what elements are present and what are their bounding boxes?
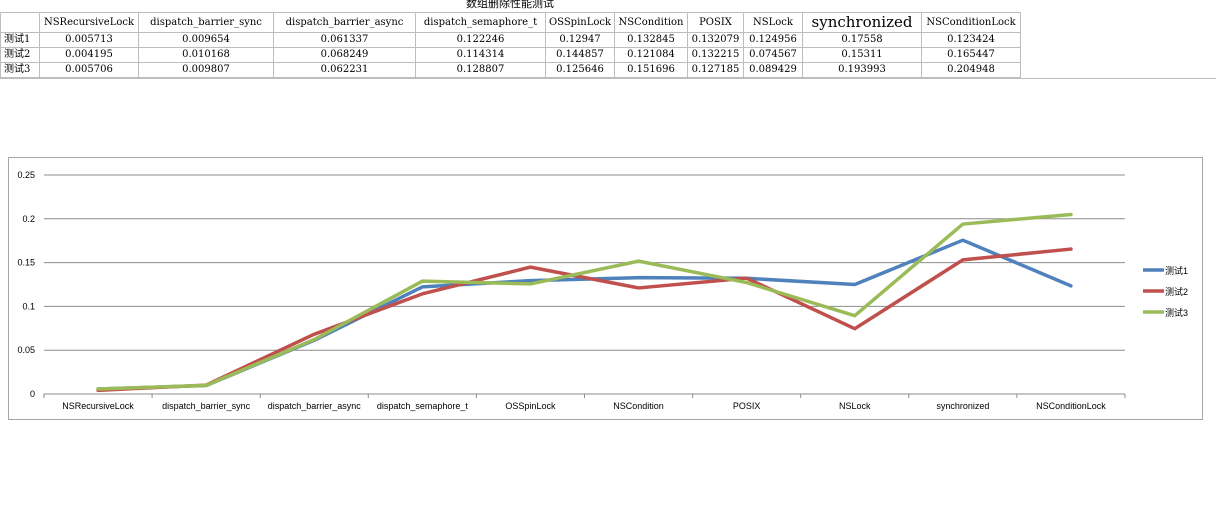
- y-tick-label: 0: [30, 389, 35, 399]
- y-tick-label: 0.05: [17, 345, 35, 355]
- table-cell[interactable]: 0.010168: [138, 47, 274, 63]
- table-cell[interactable]: 0.005706: [39, 62, 139, 78]
- table-cell[interactable]: 0.204948: [921, 62, 1021, 78]
- row-label[interactable]: 测试1: [0, 32, 40, 48]
- table-cell[interactable]: 0.005713: [39, 32, 139, 48]
- x-tick-label: OSSpinLock: [505, 401, 556, 411]
- legend-label: 测试2: [1165, 286, 1188, 297]
- table-cell[interactable]: 0.128807: [415, 62, 546, 78]
- table-cell[interactable]: 0.124956: [743, 32, 803, 48]
- table-row: 测试1 0.005713 0.009654 0.061337 0.122246 …: [0, 32, 1021, 48]
- row-label[interactable]: 测试3: [0, 62, 40, 78]
- legend-label: 测试1: [1165, 265, 1188, 276]
- table-cell[interactable]: 0.009654: [138, 32, 274, 48]
- data-table: NSRecursiveLock dispatch_barrier_sync di…: [0, 12, 1021, 78]
- table-cell[interactable]: 0.061337: [273, 32, 416, 48]
- x-tick-label: NSRecursiveLock: [62, 401, 134, 411]
- table-cell[interactable]: 0.004195: [39, 47, 139, 63]
- x-tick-label: NSConditionLock: [1036, 401, 1106, 411]
- x-tick-label: NSLock: [839, 401, 871, 411]
- header-row: NSRecursiveLock dispatch_barrier_sync di…: [0, 12, 1021, 33]
- y-tick-label: 0.2: [22, 214, 35, 224]
- x-tick-label: dispatch_semaphore_t: [377, 401, 469, 411]
- y-tick-label: 0.15: [17, 258, 35, 268]
- table-cell[interactable]: 0.121084: [614, 47, 688, 63]
- x-tick-label: dispatch_barrier_sync: [162, 401, 251, 411]
- table-cell[interactable]: 0.151696: [614, 62, 688, 78]
- table-cell[interactable]: 0.114314: [415, 47, 546, 63]
- table-cell[interactable]: 0.17558: [802, 32, 922, 48]
- column-header[interactable]: synchronized: [802, 12, 922, 33]
- column-header[interactable]: dispatch_barrier_sync: [138, 12, 274, 33]
- x-tick-label: NSCondition: [613, 401, 664, 411]
- table-cell[interactable]: 0.074567: [743, 47, 803, 63]
- table-cell[interactable]: 0.062231: [273, 62, 416, 78]
- table-cell[interactable]: 0.132215: [687, 47, 744, 63]
- y-tick-label: 0.25: [17, 170, 35, 180]
- table-cell[interactable]: 0.12947: [545, 32, 615, 48]
- column-header[interactable]: dispatch_semaphore_t: [415, 12, 546, 33]
- x-tick-label: synchronized: [936, 401, 989, 411]
- table-cell[interactable]: 0.193993: [802, 62, 922, 78]
- table-cell[interactable]: 0.068249: [273, 47, 416, 63]
- spreadsheet: 数组删除性能测试 NSRecursiveLock dispatch_barrie…: [0, 0, 1216, 79]
- table-cell[interactable]: 0.127185: [687, 62, 744, 78]
- table-cell[interactable]: 0.165447: [921, 47, 1021, 63]
- line-chart: 0 0.05 0.1 0.15 0.2 0.25 NSRecursiveLock dispat…: [17, 170, 1188, 411]
- column-header[interactable]: NSCondition: [614, 12, 688, 33]
- column-header[interactable]: OSSpinLock: [545, 12, 615, 33]
- chart-frame[interactable]: 0 0.05 0.1 0.15 0.2 0.25 NSRecursiveLock dispat…: [8, 157, 1203, 420]
- table-cell[interactable]: 0.132079: [687, 32, 744, 48]
- sheet-title: 数组删除性能测试: [466, 0, 554, 10]
- x-tick-label: dispatch_barrier_async: [268, 401, 362, 411]
- corner-cell[interactable]: [0, 12, 40, 33]
- table-cell[interactable]: 0.009807: [138, 62, 274, 78]
- table-cell[interactable]: 0.123424: [921, 32, 1021, 48]
- series-line-2: [96, 247, 1073, 393]
- table-cell[interactable]: 0.122246: [415, 32, 546, 48]
- row-label[interactable]: 测试2: [0, 47, 40, 63]
- x-tick-label: POSIX: [733, 401, 761, 411]
- legend-label: 测试3: [1165, 307, 1188, 318]
- table-row: 测试3 0.005706 0.009807 0.062231 0.128807 …: [0, 62, 1021, 78]
- column-header[interactable]: NSLock: [743, 12, 803, 33]
- column-header[interactable]: dispatch_barrier_async: [273, 12, 416, 33]
- table-row: 测试2 0.004195 0.010168 0.068249 0.114314 …: [0, 47, 1021, 63]
- y-tick-label: 0.1: [22, 301, 35, 311]
- table-cell[interactable]: 0.144857: [545, 47, 615, 63]
- table-cell[interactable]: 0.125646: [545, 62, 615, 78]
- column-header[interactable]: NSRecursiveLock: [39, 12, 139, 33]
- table-cell[interactable]: 0.132845: [614, 32, 688, 48]
- column-header[interactable]: NSConditionLock: [921, 12, 1021, 33]
- table-cell[interactable]: 0.089429: [743, 62, 803, 78]
- series-line-3: [96, 212, 1073, 391]
- column-header[interactable]: POSIX: [687, 12, 744, 33]
- table-cell[interactable]: 0.15311: [802, 47, 922, 63]
- sheet-divider: [0, 78, 1216, 79]
